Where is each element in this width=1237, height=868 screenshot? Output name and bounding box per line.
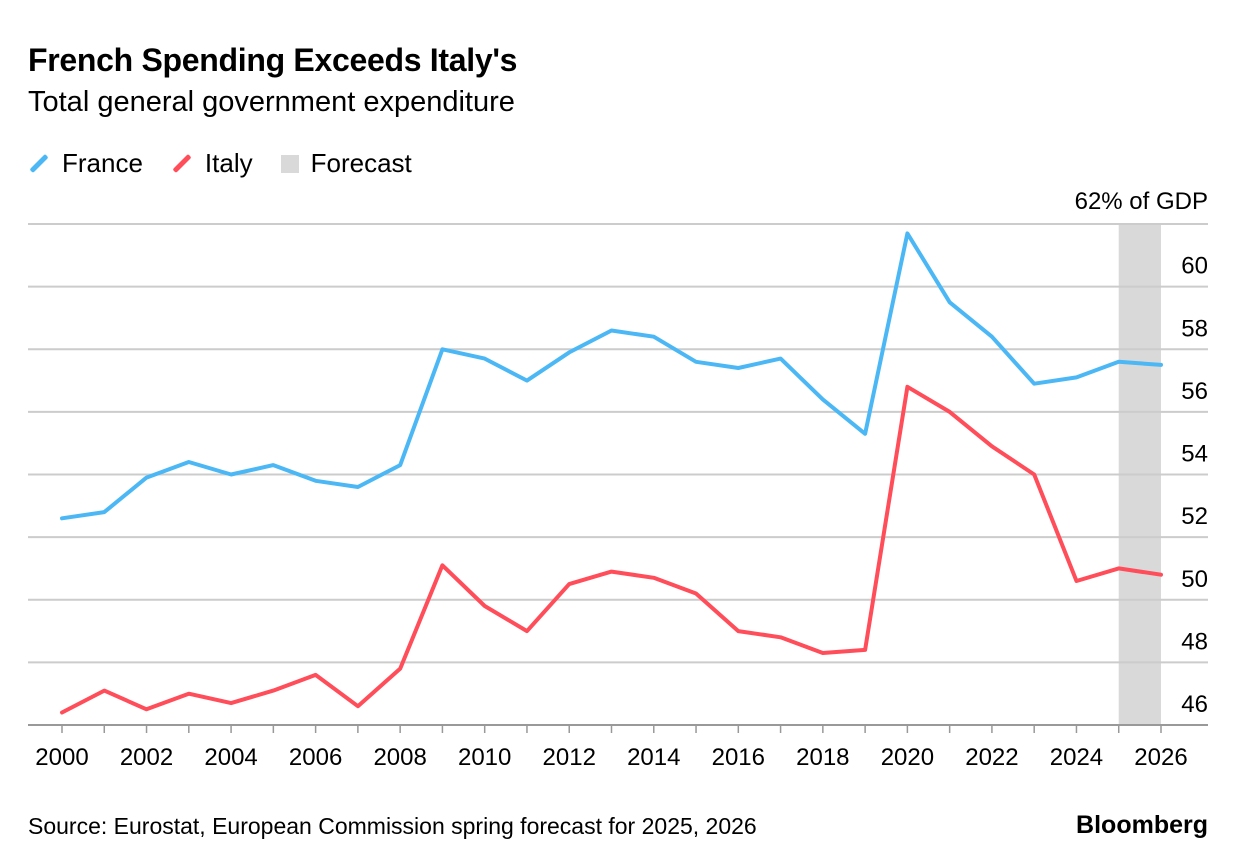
legend-swatch-forecast xyxy=(280,154,299,173)
x-tick-label: 2010 xyxy=(458,744,511,771)
bloomberg-logo: Bloomberg xyxy=(1076,811,1208,839)
y-tick-label: 50 xyxy=(1181,566,1208,593)
legend-label-france: France xyxy=(62,148,143,178)
x-tick-label: 2026 xyxy=(1134,744,1187,771)
y-tick-label: 60 xyxy=(1181,253,1208,280)
legend: France Italy Forecast xyxy=(28,148,412,179)
x-tick-label: 2014 xyxy=(627,744,680,771)
legend-item-france: France xyxy=(28,148,143,179)
y-tick-label: 54 xyxy=(1181,441,1208,468)
source-note: Source: Eurostat, European Commission sp… xyxy=(28,813,757,839)
legend-label-italy: Italy xyxy=(204,148,253,178)
y-tick-label: 58 xyxy=(1181,315,1208,342)
series-line-italy xyxy=(60,384,1163,715)
x-tick-label: 2012 xyxy=(543,744,596,771)
x-tick-label: 2016 xyxy=(712,744,765,771)
legend-label-forecast: Forecast xyxy=(310,148,412,178)
chart-subtitle: Total general government expenditure xyxy=(28,86,515,118)
y-tick-label: 48 xyxy=(1181,628,1208,655)
x-tick-label: 2020 xyxy=(881,744,934,771)
legend-item-italy: Italy xyxy=(171,148,253,179)
x-tick-label: 2008 xyxy=(373,744,426,771)
x-tick-label: 2024 xyxy=(1050,744,1103,771)
legend-item-forecast: Forecast xyxy=(280,148,412,179)
x-tick-label: 2022 xyxy=(965,744,1018,771)
y-tick-label: 56 xyxy=(1181,378,1208,405)
y-axis-unit-label: 62% of GDP xyxy=(1075,188,1208,215)
x-tick-label: 2018 xyxy=(796,744,849,771)
x-tick-label: 2006 xyxy=(289,744,342,771)
x-tick-label: 2002 xyxy=(120,744,173,771)
y-tick-label: 52 xyxy=(1181,503,1208,530)
x-tick-label: 2004 xyxy=(204,744,257,771)
chart-title: French Spending Exceeds Italy's xyxy=(28,42,518,78)
y-tick-label: 46 xyxy=(1181,691,1208,718)
x-tick-label: 2000 xyxy=(35,744,88,771)
series-line-france xyxy=(60,231,1163,521)
